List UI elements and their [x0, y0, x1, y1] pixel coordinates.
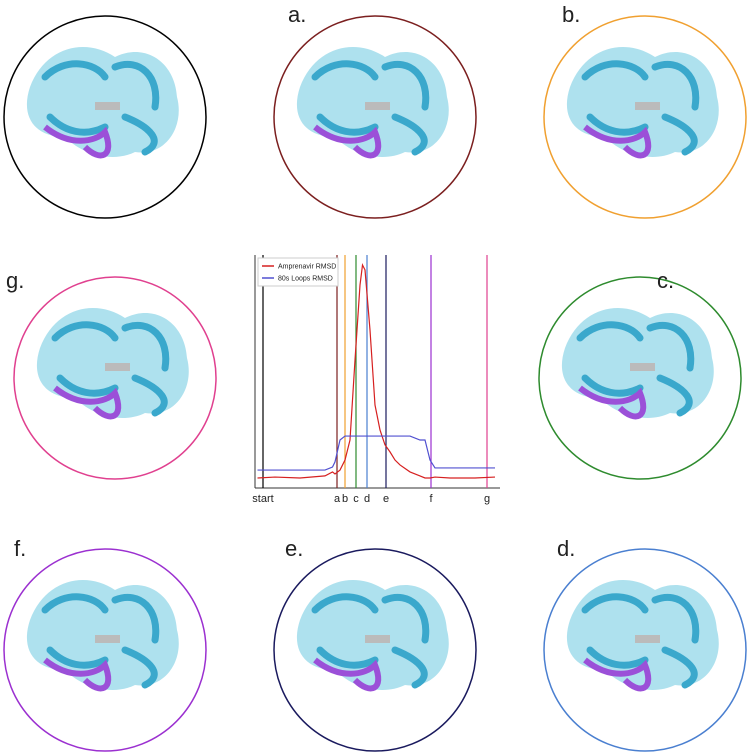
protein-image — [27, 580, 179, 690]
legend-box — [257, 257, 339, 287]
panel-label: d. — [557, 536, 575, 561]
protein-image — [562, 308, 714, 418]
x-tick-label: a — [334, 493, 341, 505]
protein-image — [567, 580, 719, 690]
protein-image — [567, 47, 719, 157]
panel-circle — [273, 15, 477, 219]
protein-image — [27, 47, 179, 157]
protein-image — [297, 47, 449, 157]
panel-circle — [538, 276, 742, 480]
x-tick-label: g — [484, 493, 490, 505]
panel-label: a. — [288, 2, 306, 27]
x-tick-label: b — [342, 493, 348, 505]
protein-image — [297, 580, 449, 690]
x-tick-label: start — [252, 493, 273, 505]
panel-label: e. — [285, 536, 303, 561]
x-tick-label: f — [429, 493, 433, 505]
panel-circle — [543, 548, 747, 752]
panel-label: g. — [6, 268, 24, 293]
x-tick-label: c — [353, 493, 359, 505]
panel-label: f. — [14, 536, 26, 561]
series-line — [257, 435, 495, 471]
panel-circle — [3, 15, 207, 219]
panel-circle — [13, 276, 217, 480]
panel-circle — [273, 548, 477, 752]
legend-label: 80s Loops RMSD — [278, 276, 333, 283]
panel-circle — [543, 15, 747, 219]
x-tick-label: d — [364, 493, 370, 505]
panel-label: b. — [562, 2, 580, 27]
legend-label: Amprenavir RMSD — [278, 264, 336, 271]
panel-circle — [3, 548, 207, 752]
panel-label: c. — [657, 268, 674, 293]
series-line — [257, 263, 496, 479]
x-tick-label: e — [383, 493, 389, 505]
protein-image — [37, 308, 189, 418]
